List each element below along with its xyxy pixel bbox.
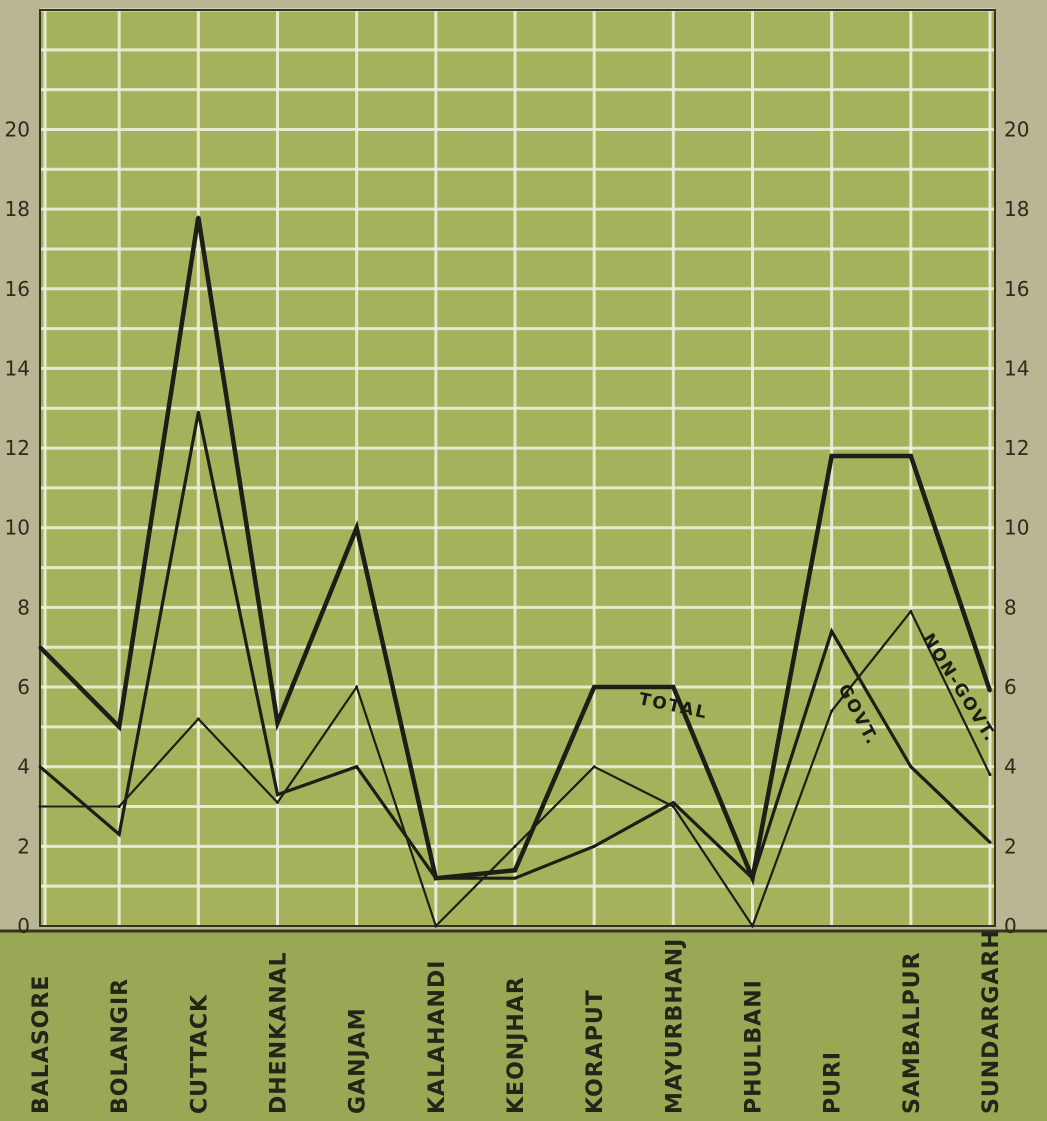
series-lines xyxy=(38,215,993,929)
data-point xyxy=(671,805,675,809)
y-tick-label-left: 8 xyxy=(17,595,30,619)
y-tick-label-right: 20 xyxy=(1004,117,1029,141)
data-point xyxy=(196,717,200,721)
category-label: SUNDARGARH xyxy=(979,929,1004,1114)
data-point xyxy=(276,801,279,805)
y-tick-label-left: 2 xyxy=(17,834,30,858)
y-axis-right: 0 2 4 6 8 10 12 14 16 18 20 xyxy=(1004,117,1029,938)
data-point xyxy=(117,725,121,729)
data-point xyxy=(434,924,438,928)
data-point xyxy=(355,526,359,530)
category-label: MAYURBHANJ xyxy=(662,938,687,1114)
y-tick-label-left: 12 xyxy=(5,436,30,460)
y-tick-label-right: 8 xyxy=(1004,595,1017,619)
category-label: SAMBALPUR xyxy=(900,951,925,1114)
plot-frame xyxy=(39,9,996,927)
data-point xyxy=(513,868,517,872)
y-tick-label-right: 12 xyxy=(1004,436,1029,460)
y-tick-label-left: 20 xyxy=(5,117,30,141)
data-point xyxy=(592,844,596,848)
y-tick-label-left: 6 xyxy=(17,675,30,699)
data-point xyxy=(513,876,517,880)
y-tick-label-left: 18 xyxy=(5,197,30,221)
category-label: DHENKANAL xyxy=(267,951,292,1114)
data-point xyxy=(830,709,834,713)
y-tick-label-left: 4 xyxy=(17,755,30,779)
category-label: PHULBANI xyxy=(742,979,767,1114)
category-labels: BALASORE BOLANGIR CUTTACK DHENKANAL GANJAM KA… xyxy=(29,929,1004,1114)
y-tick-label-right: 6 xyxy=(1004,675,1017,699)
data-point xyxy=(751,876,754,880)
data-point xyxy=(909,454,913,458)
y-tick-label-right: 4 xyxy=(1004,755,1017,779)
y-axis-left: 0 2 4 6 8 10 12 14 16 18 20 xyxy=(5,117,30,938)
data-point xyxy=(38,765,42,769)
category-label: CUTTACK xyxy=(187,994,212,1114)
y-tick-label-right: 16 xyxy=(1004,277,1029,301)
data-point xyxy=(830,454,834,458)
data-point xyxy=(117,832,121,836)
category-label: KALAHANDI xyxy=(425,960,450,1114)
y-tick-label-left: 16 xyxy=(5,277,30,301)
data-point xyxy=(988,840,992,844)
data-point xyxy=(117,805,121,809)
y-tick-label-right: 14 xyxy=(1004,356,1029,380)
data-point xyxy=(751,924,754,928)
category-label-band xyxy=(0,932,1047,1121)
category-label: BALASORE xyxy=(29,975,54,1114)
data-point xyxy=(276,793,279,797)
data-point xyxy=(909,609,913,613)
y-tick-label-right: 18 xyxy=(1004,197,1029,221)
category-label: BOLANGIR xyxy=(108,978,133,1114)
data-point xyxy=(988,773,992,777)
data-point xyxy=(671,801,675,805)
data-point xyxy=(434,876,438,880)
y-tick-label-right: 0 xyxy=(1004,914,1017,938)
y-tick-label-right: 2 xyxy=(1004,834,1017,858)
data-point xyxy=(592,685,596,689)
data-point xyxy=(276,721,279,725)
y-tick-label-left: 14 xyxy=(5,356,30,380)
category-label: KORAPUT xyxy=(583,989,608,1114)
data-point xyxy=(38,645,42,649)
data-point xyxy=(196,410,200,414)
y-tick-label-left: 0 xyxy=(17,914,30,938)
y-tick-label-left: 10 xyxy=(5,516,30,540)
data-point xyxy=(38,805,42,809)
data-point xyxy=(671,685,675,689)
data-point xyxy=(830,629,834,633)
data-point xyxy=(513,844,517,848)
category-label: GANJAM xyxy=(346,1007,371,1114)
data-point xyxy=(592,765,596,769)
plot-background xyxy=(40,10,995,926)
category-label: KEONJHAR xyxy=(504,976,529,1114)
y-tick-label-right: 10 xyxy=(1004,516,1029,540)
data-point xyxy=(355,765,359,769)
data-point xyxy=(909,765,913,769)
data-point xyxy=(355,685,359,689)
data-point xyxy=(196,215,200,219)
data-point xyxy=(988,689,992,693)
category-label: PURI xyxy=(821,1051,846,1114)
